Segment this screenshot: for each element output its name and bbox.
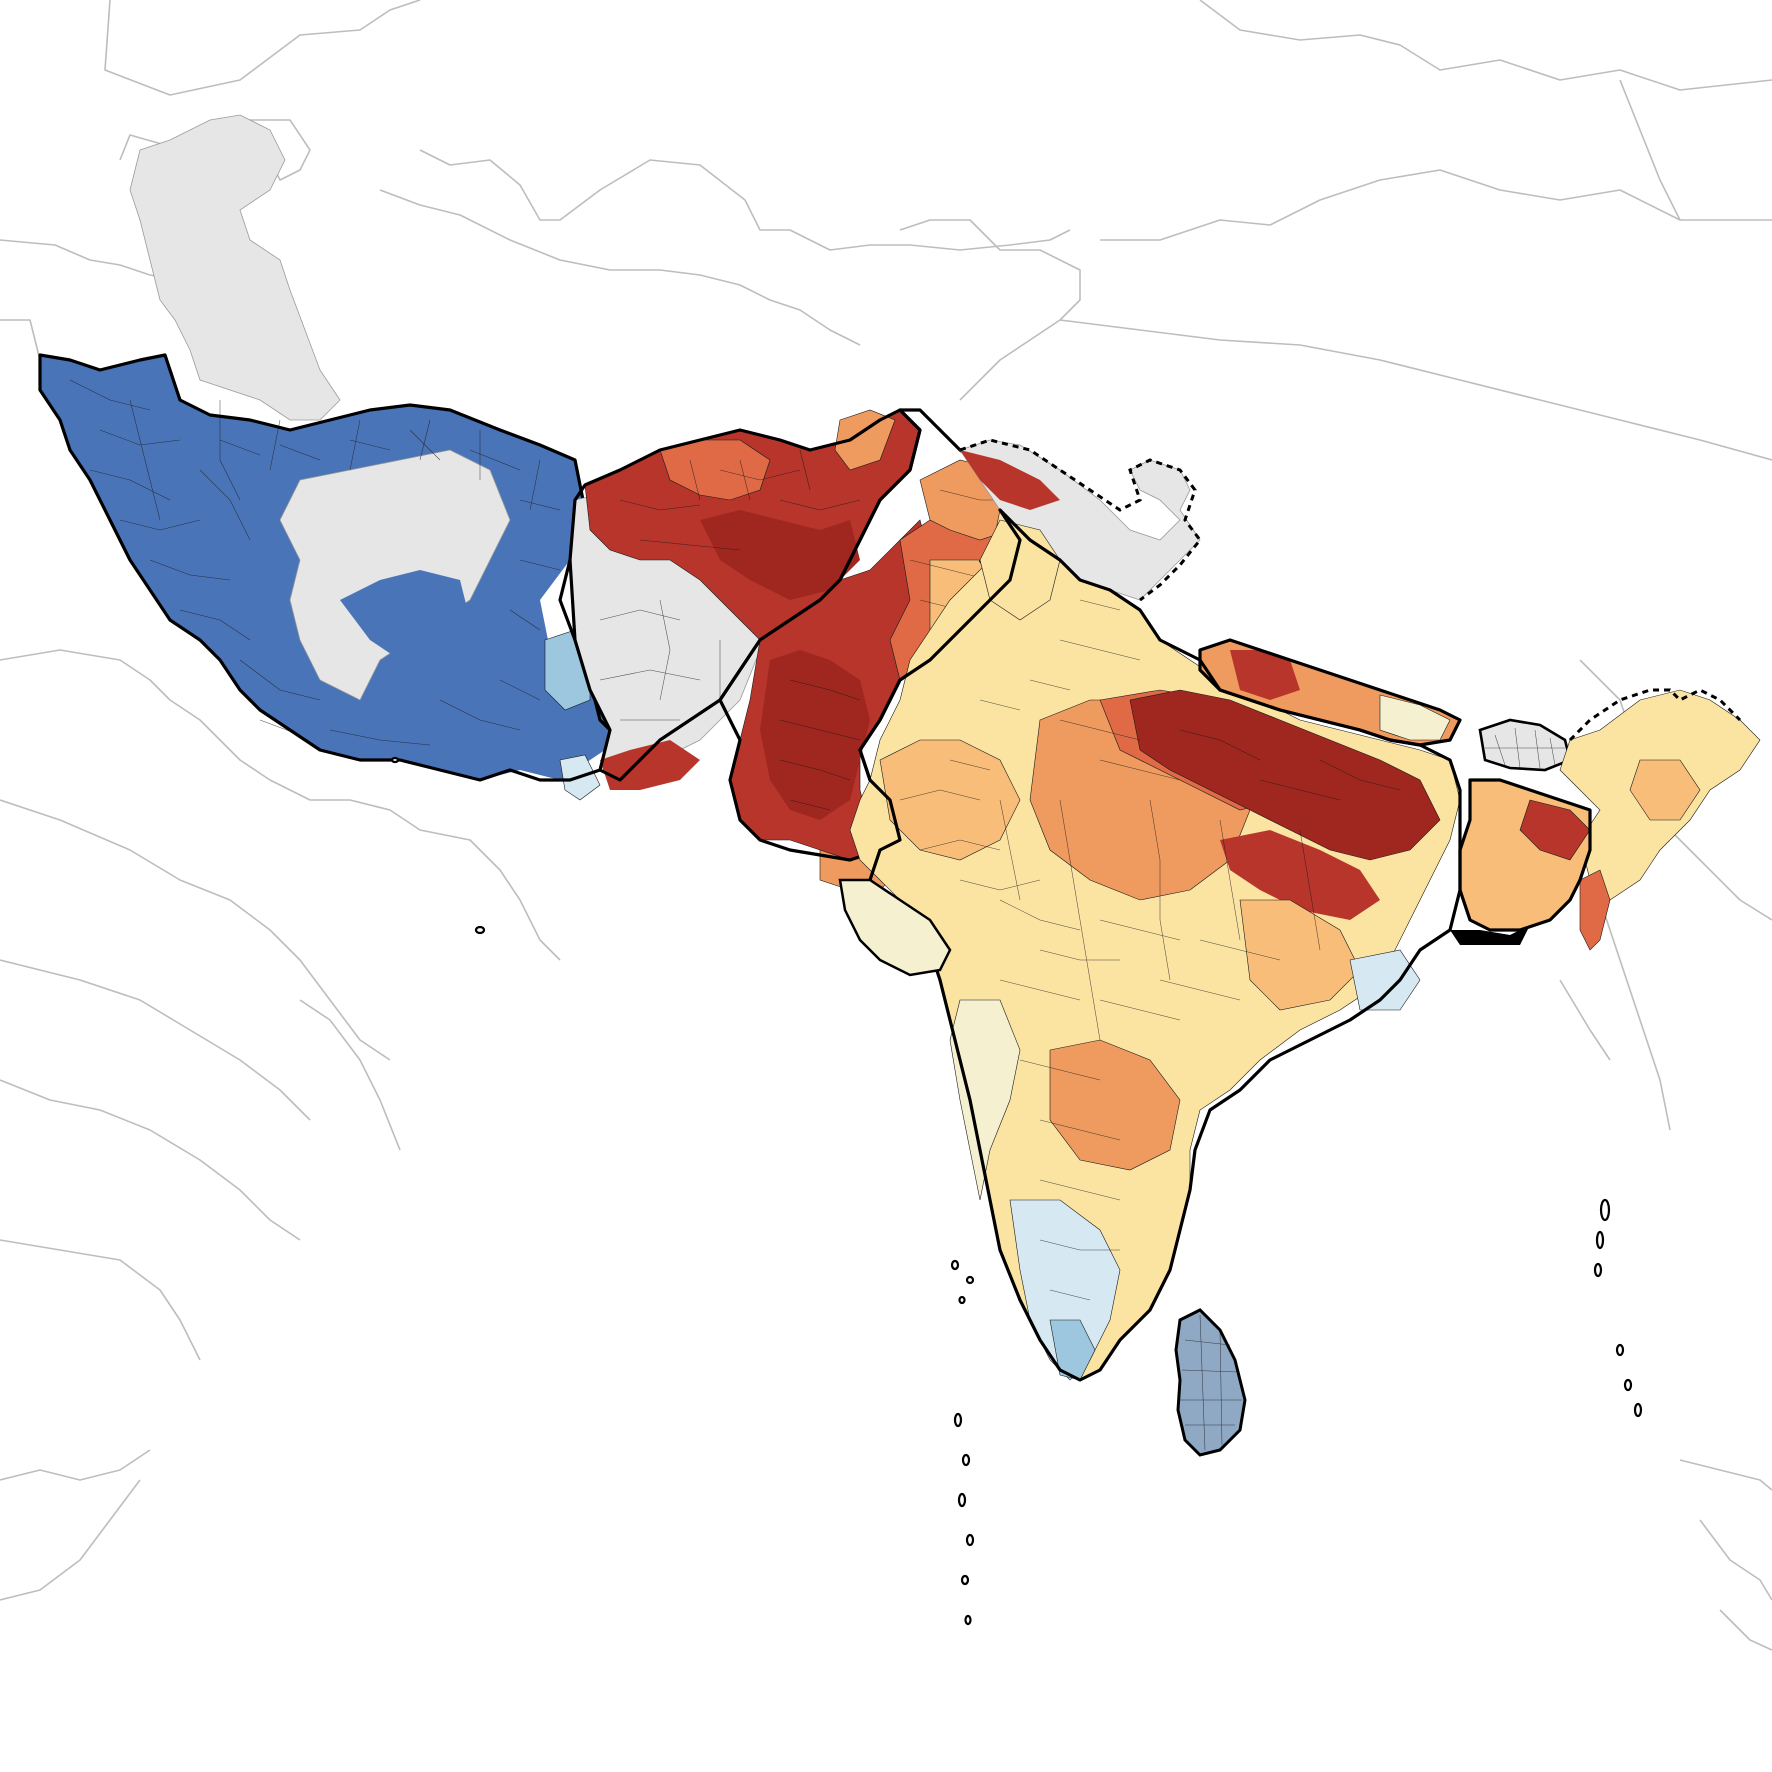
bangladesh-sundarbans — [1450, 925, 1530, 945]
iran-districts — [69, 379, 561, 746]
maldives-island-2 — [961, 1453, 971, 1467]
afghanistan-red-south — [600, 740, 700, 790]
bhutan-districts — [1485, 727, 1565, 769]
andaman-island-1 — [1599, 1198, 1611, 1222]
gulf-island-2 — [474, 925, 486, 935]
india-orange-south — [1049, 1039, 1181, 1171]
afghanistan-light-orange — [834, 409, 896, 471]
afghanistan-orange — [659, 439, 771, 501]
caspian-sea — [129, 114, 341, 421]
maldives-island-5 — [960, 1574, 970, 1586]
region-bhutan — [1478, 718, 1572, 772]
nicobar-island-2 — [1623, 1378, 1633, 1392]
nicobar-island-3 — [1633, 1402, 1643, 1418]
northeast-orange — [1629, 759, 1701, 821]
india-outline — [858, 508, 1462, 1382]
region-nepal — [1198, 638, 1462, 747]
afghanistan-dark-patch — [700, 510, 860, 600]
lakshadweep-island-3 — [958, 1295, 966, 1305]
india-gangetic-red — [1129, 689, 1441, 861]
india-orange-east — [1239, 899, 1361, 1011]
region-iran — [38, 353, 622, 801]
nicobar-island-1 — [1615, 1343, 1625, 1357]
region-sri-lanka — [1174, 1308, 1247, 1457]
andaman-island-2 — [1595, 1230, 1605, 1250]
gulf-island-1 — [390, 756, 400, 764]
bhutan-fill — [1478, 718, 1572, 772]
iran-blue-patch — [340, 570, 470, 660]
bangladesh-red — [1519, 799, 1591, 861]
sri-lanka-districts — [1180, 1314, 1242, 1451]
northeast-disputed-outline — [1568, 688, 1742, 742]
disputed-red — [960, 450, 1060, 510]
maldives-island-4 — [965, 1533, 975, 1547]
sri-lanka-fill — [1174, 1308, 1247, 1457]
afghanistan-districts — [599, 449, 861, 721]
maldives-island-3 — [957, 1492, 967, 1508]
india-districts — [899, 599, 1401, 1301]
nepal-red-west — [1230, 650, 1300, 700]
lakshadweep-island-1 — [950, 1259, 960, 1271]
india-red-patch — [1220, 830, 1380, 920]
andaman-island-3 — [1593, 1262, 1603, 1278]
india-light-orange-west — [879, 739, 1021, 861]
region-bangladesh — [1450, 778, 1611, 951]
india-pale-blue-east-coast — [1349, 949, 1421, 1011]
island-chains — [390, 756, 1643, 1626]
maldives-island-6 — [964, 1614, 972, 1626]
lakshadweep-island-2 — [965, 1275, 975, 1285]
bangladesh-orange-south — [1579, 869, 1611, 951]
region-northeast — [1559, 688, 1761, 901]
maldives-island-1 — [953, 1412, 963, 1428]
gujarat-peninsula — [838, 878, 952, 977]
